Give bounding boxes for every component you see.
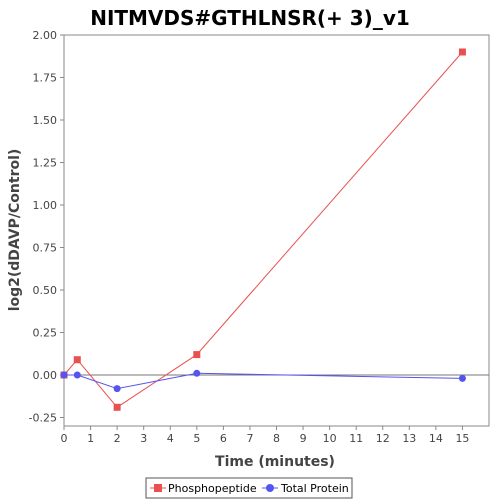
legend-marker-phosphopeptide — [154, 484, 162, 492]
x-tick-label: 3 — [140, 432, 147, 445]
chart-title: NITMVDS#GTHLNSR(+ 3)_v1 — [90, 6, 410, 30]
y-axis: -0.25 0.00 0.25 0.50 0.75 1.00 1.25 1.50 1.75 2.0… — [29, 29, 64, 425]
y-tick-label: 2.00 — [33, 29, 58, 42]
y-tick-label: 0.50 — [33, 284, 58, 297]
x-tick-label: 7 — [246, 432, 253, 445]
legend-box — [145, 477, 353, 499]
x-tick-label: 4 — [167, 432, 174, 445]
plot-area — [63, 34, 490, 427]
x-axis-label: Time (minutes) — [215, 454, 335, 470]
y-tick-label: 1.25 — [33, 157, 58, 170]
y-tick-label: 0.00 — [33, 369, 58, 382]
legend-marker-total-protein — [266, 484, 274, 492]
x-tick-label: 12 — [376, 432, 390, 445]
x-tick-label: 11 — [349, 432, 363, 445]
x-tick-label: 14 — [429, 432, 443, 445]
x-tick-label: 8 — [273, 432, 280, 445]
data-point-phosphopeptide — [73, 356, 81, 364]
legend: Phosphopeptide Total Protein — [145, 477, 353, 499]
data-point-total-protein — [193, 369, 201, 377]
y-tick-label: 1.50 — [33, 114, 58, 127]
y-tick-label: -0.25 — [29, 412, 57, 425]
x-tick-label: 10 — [323, 432, 337, 445]
data-point-total-protein — [113, 385, 121, 393]
series-group — [60, 48, 466, 411]
x-tick-label: 2 — [114, 432, 121, 445]
x-tick-label: 13 — [402, 432, 416, 445]
y-tick-label: 1.75 — [33, 72, 58, 85]
data-point-phosphopeptide — [458, 48, 466, 56]
x-tick-label: 5 — [193, 432, 200, 445]
x-tick-label: 1 — [87, 432, 94, 445]
y-tick-label: 1.00 — [33, 199, 58, 212]
data-point-phosphopeptide — [193, 351, 201, 359]
x-axis: 0 1 2 3 4 5 6 7 8 9 10 11 12 13 14 15 — [61, 426, 469, 445]
x-tick-label: 6 — [220, 432, 227, 445]
data-point-phosphopeptide — [113, 403, 121, 411]
y-axis-label: log2(dDAVP/Control) — [7, 149, 23, 312]
data-point-total-protein — [60, 371, 68, 379]
y-tick-label: 0.25 — [33, 327, 58, 340]
data-point-total-protein — [73, 371, 81, 379]
data-point-total-protein — [458, 374, 466, 382]
legend-label-total-protein: Total Protein — [280, 482, 349, 495]
y-tick-label: 0.75 — [33, 242, 58, 255]
legend-label-phosphopeptide: Phosphopeptide — [168, 482, 257, 495]
x-tick-label: 0 — [61, 432, 68, 445]
x-tick-label: 9 — [300, 432, 307, 445]
x-tick-label: 15 — [455, 432, 469, 445]
